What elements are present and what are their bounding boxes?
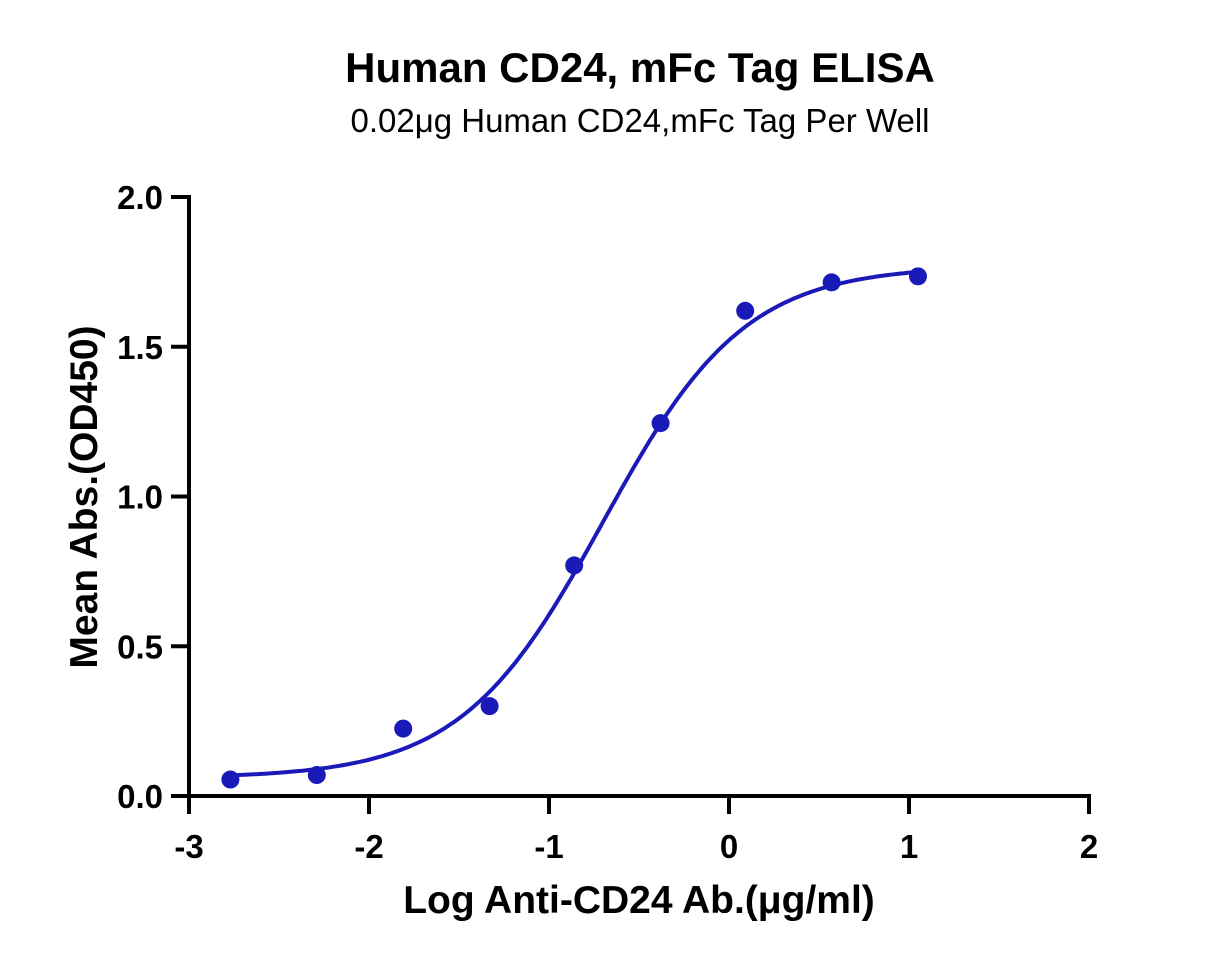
data-point: [909, 267, 927, 286]
x-tick-label: 2: [1080, 828, 1098, 865]
x-tick-label: 1: [900, 828, 918, 865]
data-point: [822, 273, 841, 292]
data-point: [221, 770, 240, 789]
chart-title: Human CD24, mFc Tag ELISA: [345, 44, 935, 91]
y-tick-label: 0.5: [117, 628, 163, 665]
data-point: [394, 719, 413, 738]
y-axis-label: Mean Abs.(OD450): [63, 325, 106, 668]
data-point: [565, 556, 584, 575]
data-point: [480, 697, 499, 716]
x-tick-label: -1: [534, 828, 563, 865]
y-tick-label: 1.0: [117, 479, 163, 516]
data-point: [651, 414, 670, 433]
data-point: [736, 301, 755, 320]
chart-subtitle: 0.02μg Human CD24,mFc Tag Per Well: [350, 102, 930, 139]
x-axis-label: Log Anti-CD24 Ab.(μg/ml): [403, 879, 875, 922]
y-tick-label: 2.0: [117, 179, 163, 216]
x-tick-label: 0: [720, 828, 738, 865]
y-tick-label: 0.0: [117, 778, 163, 815]
x-tick-label: -2: [354, 828, 383, 865]
y-tick-label: 1.5: [117, 329, 163, 366]
data-point: [307, 766, 326, 785]
fit-curve: [230, 269, 919, 778]
x-tick-label: -3: [174, 828, 203, 865]
